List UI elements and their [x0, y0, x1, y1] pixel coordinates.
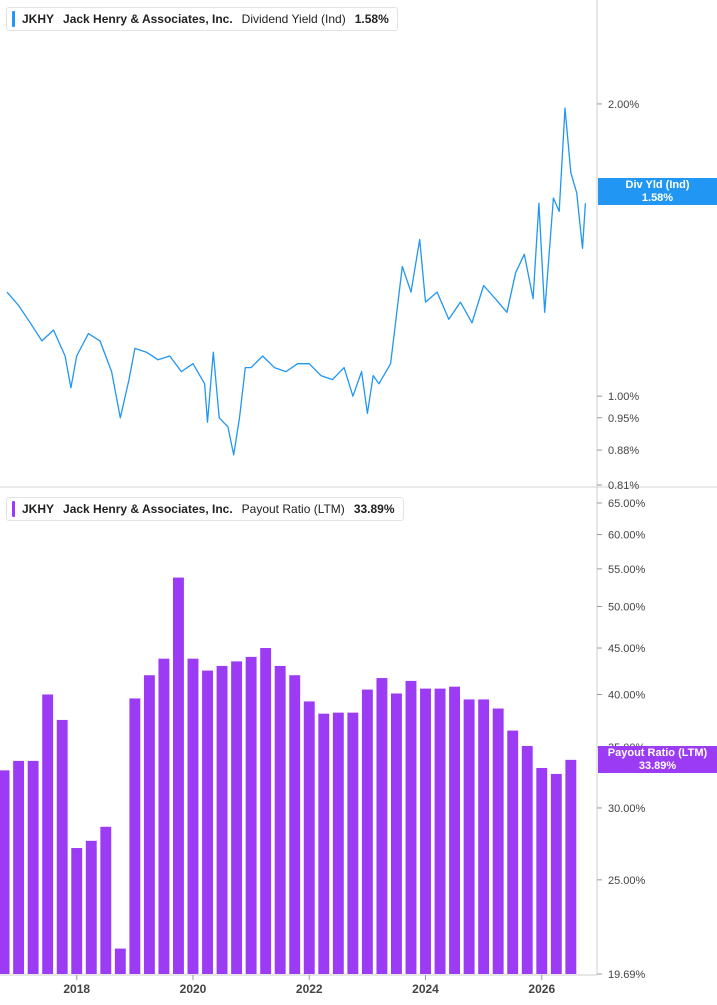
- payout-bar: [289, 675, 301, 974]
- x-tick-label: 2022: [296, 982, 323, 996]
- payout-bar: [434, 688, 446, 974]
- payout-ratio-value-tag: Payout Ratio (LTM) 33.89%: [598, 746, 717, 773]
- payout-bar: [565, 759, 577, 974]
- y-tick-label: 30.00%: [608, 803, 646, 815]
- y-tick-label: 50.00%: [608, 601, 646, 613]
- payout-bar: [27, 760, 39, 974]
- y-tick-label: 1.00%: [608, 391, 639, 403]
- payout-bar: [347, 712, 359, 974]
- payout-bar: [173, 577, 184, 974]
- dividend-yield-legend: JKHY Jack Henry & Associates, Inc. Divid…: [6, 7, 398, 31]
- payout-bar: [303, 701, 315, 974]
- dividend-yield-value-tag: Div Yld (Ind) 1.58%: [598, 178, 717, 205]
- payout-bar: [318, 713, 330, 974]
- payout-bar: [492, 708, 504, 974]
- y-tick-label: 40.00%: [608, 689, 646, 701]
- payout-ratio-legend-swatch: [12, 501, 15, 517]
- y-tick-label: 65.00%: [608, 498, 646, 510]
- payout-bar: [187, 658, 199, 974]
- payout-bar: [143, 675, 155, 974]
- y-tick-label: 55.00%: [608, 564, 646, 576]
- payout-bar: [231, 661, 243, 974]
- legend-ticker: JKHY: [22, 12, 55, 26]
- payout-bar: [420, 688, 431, 974]
- payout-bar: [245, 656, 257, 974]
- payout-bar: [376, 678, 388, 974]
- payout-bar: [274, 665, 286, 974]
- legend-company: Jack Henry & Associates, Inc.: [63, 12, 233, 26]
- dividend-yield-line: [6, 107, 587, 456]
- x-tick-label: 2026: [528, 982, 555, 996]
- payout-bar: [550, 773, 562, 974]
- payout-bar: [391, 693, 402, 974]
- legend-value: 33.89%: [353, 502, 395, 516]
- payout-ratio-legend: JKHY Jack Henry & Associates, Inc. Payou…: [6, 497, 404, 521]
- payout-bar: [158, 658, 170, 974]
- y-tick-label: 60.00%: [608, 530, 646, 542]
- value-tag-label: Div Yld (Ind): [625, 179, 690, 191]
- legend-company: Jack Henry & Associates, Inc.: [63, 502, 233, 516]
- x-tick-label: 2024: [412, 982, 439, 996]
- y-tick-label: 45.00%: [608, 643, 646, 655]
- payout-bar: [260, 648, 272, 974]
- payout-bar: [100, 826, 112, 974]
- payout-bar: [85, 840, 97, 974]
- payout-bar: [478, 699, 490, 974]
- payout-bar: [56, 719, 68, 974]
- payout-bar: [216, 665, 228, 974]
- payout-bar: [0, 770, 10, 974]
- value-tag-label: Payout Ratio (LTM): [607, 747, 708, 759]
- legend-ticker: JKHY: [22, 502, 55, 516]
- dividend-yield-legend-swatch: [12, 11, 15, 27]
- y-tick-label: 0.88%: [608, 445, 639, 457]
- legend-metric: Payout Ratio (LTM): [241, 502, 345, 516]
- payout-bar: [332, 712, 344, 974]
- value-tag-value: 1.58%: [641, 192, 674, 204]
- payout-bar: [71, 848, 83, 974]
- payout-bar: [507, 730, 519, 974]
- payout-bar: [463, 699, 475, 974]
- payout-bar: [521, 746, 533, 974]
- payout-bar: [449, 686, 461, 974]
- payout-bar: [536, 767, 548, 974]
- x-tick-label: 2020: [180, 982, 207, 996]
- y-tick-label: 0.81%: [608, 480, 639, 492]
- x-tick-label: 2018: [63, 982, 90, 996]
- value-tag-value: 33.89%: [638, 760, 677, 772]
- legend-metric: Dividend Yield (Ind): [241, 12, 346, 26]
- payout-bar: [114, 948, 126, 974]
- y-tick-label: 25.00%: [608, 875, 646, 887]
- payout-bar: [202, 670, 213, 974]
- y-tick-label: 0.95%: [608, 413, 639, 425]
- payout-bar: [361, 689, 373, 974]
- payout-bar: [129, 698, 141, 974]
- legend-value: 1.58%: [354, 12, 389, 26]
- payout-bar: [405, 680, 417, 974]
- payout-bar: [13, 760, 25, 974]
- payout-bar: [42, 694, 54, 974]
- y-tick-label: 19.69%: [608, 969, 646, 981]
- y-tick-label: 2.00%: [608, 99, 639, 111]
